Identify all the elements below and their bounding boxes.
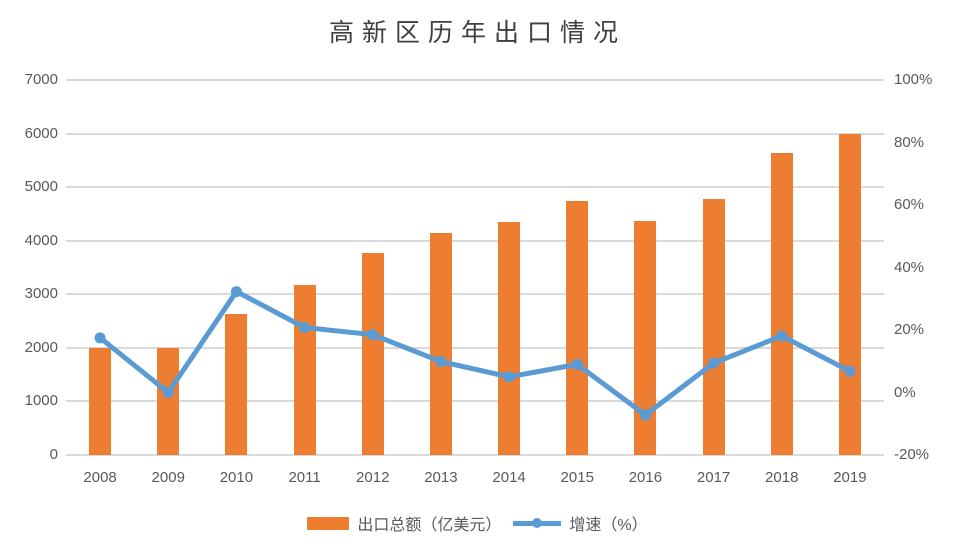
y-axis-left-tick-label: 2000 — [24, 338, 58, 356]
x-axis-tick-label: 2016 — [628, 469, 663, 486]
x-axis-tick-label: 2009 — [151, 469, 185, 486]
bar — [225, 313, 248, 455]
bar — [498, 222, 521, 455]
y-axis-left-tick-label: 1000 — [24, 392, 58, 410]
data-point-marker — [162, 387, 174, 398]
y-axis-right-tick-label: 20% — [894, 321, 925, 338]
x-axis-tick-label: 2014 — [492, 469, 526, 486]
legend-item-growth: 增速（%） — [513, 511, 648, 535]
chart-title: 高新区历年出口情况 — [328, 18, 626, 47]
gridline — [66, 293, 884, 296]
y-axis-right-tick-label: 60% — [894, 196, 925, 213]
y-axis-left-tick-label: 5000 — [24, 178, 58, 196]
y-axis-right-tick-label: 0% — [894, 383, 916, 401]
data-point-marker — [639, 409, 651, 421]
gridline — [66, 132, 884, 135]
bar — [634, 220, 657, 455]
gridline — [66, 79, 884, 81]
y-axis-right-tick-label: -20% — [894, 446, 930, 463]
data-point-marker — [776, 330, 788, 342]
y-axis-right-tick-label: 100% — [894, 71, 933, 88]
bar — [361, 253, 384, 455]
data-point-marker — [230, 286, 242, 298]
y-axis-left-tick-label: 3000 — [24, 285, 58, 303]
gridline — [66, 186, 884, 189]
x-axis-tick-label: 2015 — [560, 469, 594, 486]
data-point-marker — [299, 322, 311, 333]
legend-label-growth: 增速（%） — [569, 517, 648, 534]
x-axis-tick-label: 2018 — [765, 469, 799, 486]
y-axis-left-tick-label: 6000 — [24, 124, 58, 142]
data-point-marker — [708, 357, 720, 369]
y-axis-left-tick-label: 4000 — [24, 231, 58, 249]
bar — [157, 347, 180, 455]
x-axis-tick-label: 2012 — [356, 469, 390, 486]
y-axis-right-tick-label: 40% — [894, 258, 925, 276]
line-path — [97, 289, 853, 418]
y-axis-left-tick-label: 0 — [49, 446, 58, 463]
bar — [566, 201, 589, 455]
x-axis-tick-label: 2010 — [219, 469, 254, 486]
legend-item-export: 出口总额（亿美元） — [307, 511, 501, 535]
data-point-marker — [367, 329, 379, 341]
bar — [89, 347, 112, 455]
data-point-marker — [844, 365, 856, 377]
x-axis-tick-label: 2013 — [424, 469, 458, 486]
gridline — [66, 346, 884, 349]
bar — [429, 233, 452, 455]
y-axis-left-tick-label: 7000 — [24, 71, 58, 88]
gridline — [66, 400, 884, 403]
y-axis-right-tick-label: 80% — [894, 133, 925, 151]
x-axis-tick-label: 2011 — [288, 469, 321, 486]
line-series-swatch-icon — [513, 516, 562, 530]
x-axis-tick-label: 2008 — [83, 469, 117, 486]
gridline — [66, 454, 884, 456]
data-point-marker — [94, 332, 106, 344]
bar — [838, 133, 861, 455]
x-axis-tick-label: 2019 — [833, 469, 867, 486]
data-point-marker — [571, 358, 583, 370]
bar — [702, 198, 725, 455]
data-point-marker — [435, 356, 447, 368]
legend: 出口总额（亿美元） 增速（%） — [0, 511, 955, 535]
bar-series-swatch-icon — [307, 516, 350, 530]
gridline — [66, 239, 884, 242]
x-axis-tick-label: 2017 — [696, 469, 731, 486]
plot-area — [66, 79, 884, 456]
line-series — [94, 286, 856, 421]
bar — [770, 152, 793, 455]
data-point-marker — [503, 371, 515, 383]
legend-label-export: 出口总额（亿美元） — [357, 517, 502, 534]
